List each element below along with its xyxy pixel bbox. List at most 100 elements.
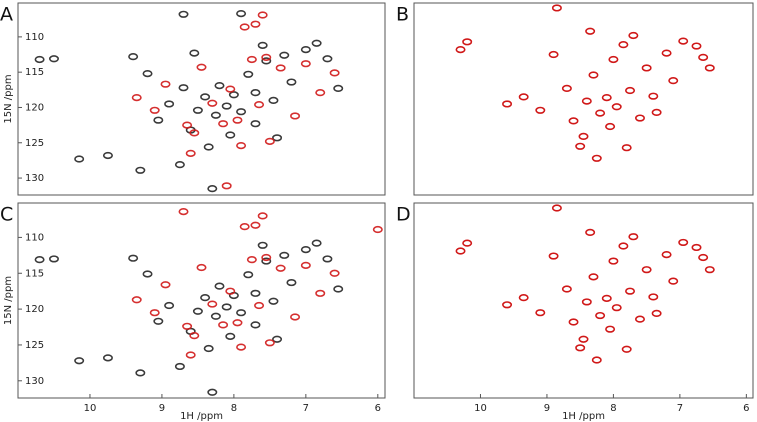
peak bbox=[264, 137, 275, 145]
peak bbox=[243, 70, 254, 78]
y-tick-label: 110 bbox=[25, 32, 44, 43]
peak bbox=[102, 151, 113, 160]
peak bbox=[174, 161, 185, 169]
peak bbox=[315, 289, 326, 297]
peak bbox=[192, 106, 203, 114]
peak bbox=[210, 111, 221, 119]
peak bbox=[661, 49, 672, 57]
peak bbox=[135, 166, 146, 174]
peak bbox=[185, 351, 196, 359]
peak bbox=[203, 143, 214, 151]
peak bbox=[585, 27, 596, 35]
peak bbox=[48, 255, 59, 263]
peak bbox=[311, 39, 322, 47]
peak bbox=[290, 112, 301, 120]
peak bbox=[261, 253, 272, 262]
peak bbox=[153, 317, 164, 325]
peak bbox=[551, 204, 562, 212]
peak bbox=[196, 263, 207, 272]
peak bbox=[585, 228, 596, 236]
peak bbox=[518, 93, 529, 101]
x-tick-label: 8 bbox=[231, 403, 237, 414]
peak bbox=[257, 241, 268, 249]
peak bbox=[581, 97, 592, 105]
peak bbox=[651, 108, 662, 117]
peak bbox=[261, 257, 272, 265]
peak bbox=[455, 45, 466, 54]
peak bbox=[246, 256, 257, 264]
y-tick-label: 125 bbox=[25, 340, 44, 351]
peak bbox=[595, 109, 606, 117]
peak bbox=[160, 80, 171, 88]
peak bbox=[149, 106, 160, 114]
x-axis-label: 1H /ppm bbox=[180, 411, 223, 422]
plot-frame bbox=[17, 202, 386, 399]
peak bbox=[239, 223, 250, 231]
peak bbox=[236, 343, 247, 351]
peak bbox=[250, 20, 261, 28]
peak bbox=[568, 318, 579, 326]
peak bbox=[621, 144, 632, 152]
peak bbox=[661, 251, 672, 259]
peak bbox=[698, 253, 709, 262]
y-tick-label: 115 bbox=[25, 268, 44, 279]
peak bbox=[668, 277, 679, 285]
peak bbox=[236, 141, 247, 150]
peak bbox=[611, 103, 622, 111]
plot-frame bbox=[17, 2, 386, 196]
peak bbox=[605, 325, 616, 333]
y-tick-label: 120 bbox=[25, 102, 44, 113]
panel-letter: B bbox=[396, 4, 409, 26]
peak bbox=[502, 301, 513, 309]
peak bbox=[575, 344, 586, 352]
peak bbox=[178, 10, 189, 18]
peak bbox=[257, 41, 268, 49]
peak bbox=[668, 77, 679, 85]
peak bbox=[322, 55, 333, 63]
peak bbox=[164, 100, 175, 108]
peak bbox=[239, 23, 250, 31]
peak bbox=[135, 369, 146, 377]
peak bbox=[628, 233, 639, 241]
peak bbox=[625, 86, 636, 95]
peak bbox=[225, 85, 236, 93]
peak bbox=[601, 93, 612, 102]
peak bbox=[272, 134, 283, 142]
peak bbox=[601, 294, 612, 302]
peak bbox=[561, 84, 572, 93]
peak bbox=[225, 287, 236, 295]
peak bbox=[221, 102, 232, 110]
peak bbox=[648, 92, 659, 100]
peak bbox=[268, 297, 279, 305]
peak bbox=[272, 335, 283, 343]
peak bbox=[196, 63, 207, 71]
peak bbox=[250, 289, 261, 297]
peak bbox=[651, 309, 662, 318]
peak bbox=[290, 313, 301, 321]
peak bbox=[462, 239, 473, 247]
peak bbox=[207, 388, 218, 396]
peak bbox=[250, 89, 261, 97]
peak bbox=[192, 307, 203, 315]
peak bbox=[189, 129, 200, 137]
peak bbox=[575, 142, 586, 150]
peak bbox=[203, 344, 214, 353]
peak bbox=[578, 335, 589, 343]
x-tick-label: 7 bbox=[677, 403, 683, 414]
peak bbox=[268, 96, 279, 105]
peak bbox=[131, 296, 142, 304]
y-tick-label: 125 bbox=[25, 138, 44, 149]
peak bbox=[200, 93, 211, 101]
y-tick-label: 115 bbox=[25, 67, 44, 78]
peak bbox=[286, 278, 297, 287]
panel-letter: D bbox=[396, 204, 411, 226]
y-tick-label: 130 bbox=[25, 173, 44, 184]
peak bbox=[621, 345, 632, 353]
x-tick-label: 9 bbox=[159, 403, 165, 414]
y-tick-label: 130 bbox=[25, 376, 44, 387]
peak bbox=[322, 255, 333, 263]
peak bbox=[551, 4, 562, 12]
peak bbox=[548, 252, 559, 260]
y-tick-label: 110 bbox=[25, 232, 44, 243]
